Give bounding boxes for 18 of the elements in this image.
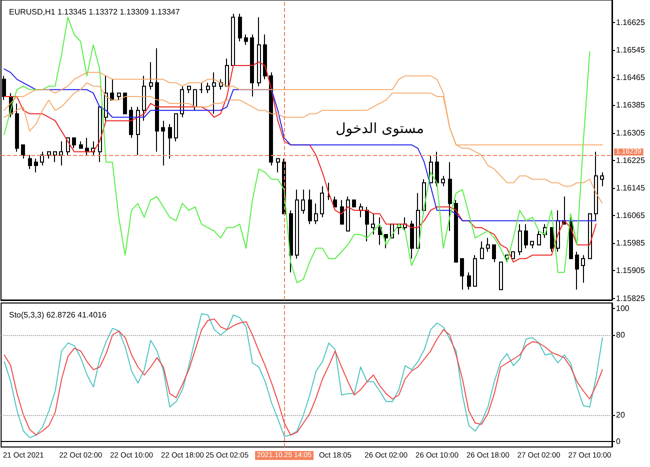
y-tick-label: 1.16145 bbox=[616, 183, 646, 192]
y-tick-label: 1.15985 bbox=[616, 238, 646, 248]
text: Sto(5,3,3) 62.8726 41.4016 bbox=[9, 310, 107, 320]
y-tick-label: 1.15825 bbox=[616, 294, 646, 303]
y-tick-label: 1.16545 bbox=[616, 46, 646, 54]
y-tick-label: 80 bbox=[616, 330, 626, 340]
y-tick-label: 1.16385 bbox=[616, 100, 646, 110]
y-tick-label: 1.16065 bbox=[616, 211, 646, 220]
annotation: مستوى الدخول bbox=[336, 121, 424, 137]
text: EURUSD,H1 1.13345 1.13372 1.13309 1.13347 bbox=[9, 8, 180, 16]
y-tick-label: 0 bbox=[616, 437, 621, 446]
y-tick-label: 100 bbox=[616, 304, 630, 313]
y-tick-label: 20 bbox=[616, 410, 626, 420]
y-tick-label: 1.16625 bbox=[616, 18, 646, 27]
y-tick-label: 1.16305 bbox=[616, 128, 646, 138]
y-tick-label: 1.16465 bbox=[616, 73, 646, 82]
y-tick-label: 1.16225 bbox=[616, 156, 646, 165]
y-tick-label: 1.15905 bbox=[616, 266, 646, 276]
